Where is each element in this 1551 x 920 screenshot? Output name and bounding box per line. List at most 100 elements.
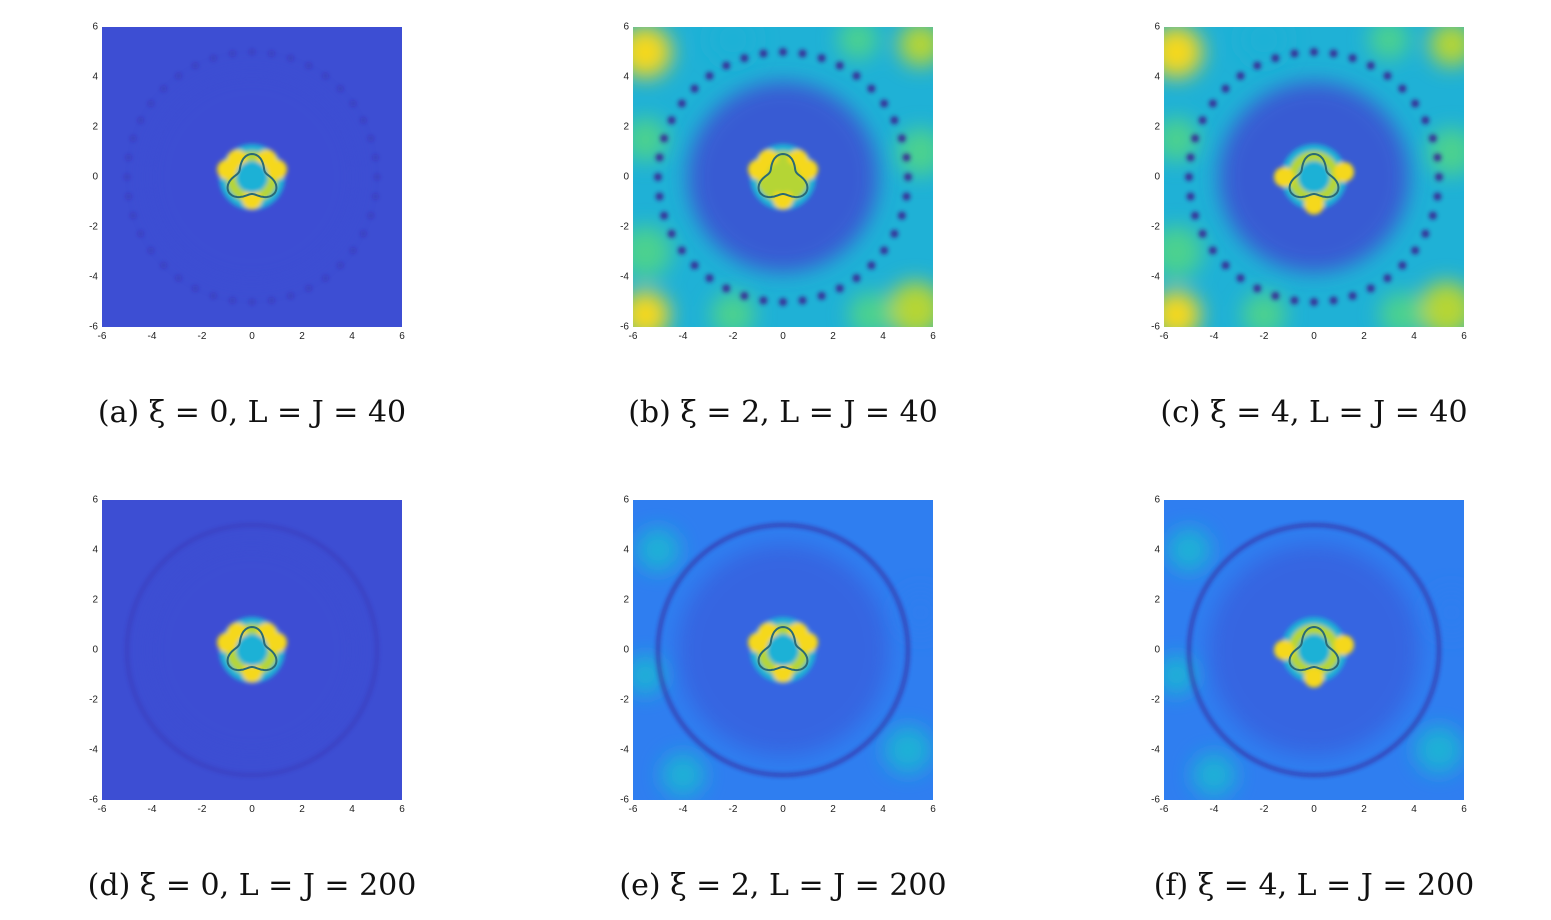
x-tick-label: -2 — [1259, 331, 1269, 342]
y-tick-label: -4 — [1151, 744, 1160, 756]
x-tick-label: 4 — [880, 331, 886, 342]
heatmap-field — [102, 500, 402, 800]
y-tick-label: -4 — [1151, 271, 1160, 283]
x-tick-label: 4 — [1411, 804, 1417, 815]
dot-ring — [654, 48, 912, 306]
y-tick-label: -6 — [1151, 794, 1160, 806]
y-tick-label: -2 — [1151, 221, 1160, 233]
y-axis-ticks: 6 4 2 0 -2 -4 -6 — [1134, 22, 1162, 333]
x-tick-label: 0 — [780, 804, 786, 815]
central-hotspot — [1274, 144, 1354, 215]
heatmap-plot — [633, 500, 933, 800]
x-tick-label: 6 — [1461, 804, 1467, 815]
x-tick-label: 0 — [780, 331, 786, 342]
heatmap-plot — [102, 500, 402, 800]
x-tick-label: 0 — [1311, 331, 1317, 342]
x-axis-ticks: -6 -4 -2 0 2 4 6 — [1160, 804, 1467, 818]
y-tick-label: -4 — [89, 271, 98, 283]
x-tick-label: -4 — [1209, 804, 1219, 815]
x-tick-label: -4 — [147, 804, 157, 815]
y-tick-label: -6 — [1151, 321, 1160, 333]
x-tick-label: 0 — [249, 331, 255, 342]
x-tick-label: -2 — [197, 331, 207, 342]
outer-ring — [1187, 523, 1441, 777]
x-tick-label: 4 — [349, 331, 355, 342]
field-blobs — [633, 528, 933, 797]
obstacle-contour — [226, 152, 278, 199]
y-tick-label: -6 — [89, 794, 98, 806]
x-tick-label: -6 — [628, 331, 638, 342]
y-tick-label: 6 — [623, 21, 629, 33]
y-axis-ticks: 6 4 2 0 -2 -4 -6 — [1134, 495, 1162, 806]
y-tick-label: 0 — [92, 171, 98, 183]
panel-e: 6 4 2 0 -2 -4 -6 -6 -4 -2 0 2 4 6 (e) ξ = 2, L = J =… — [603, 495, 1033, 920]
y-tick-label: 6 — [92, 494, 98, 506]
x-tick-label: -2 — [197, 804, 207, 815]
x-tick-label: -6 — [97, 331, 107, 342]
y-tick-label: -2 — [620, 221, 629, 233]
y-tick-label: 4 — [92, 71, 98, 83]
panel-caption: (a) ξ = 0, L = J = 40 — [97, 395, 407, 430]
y-tick-label: 6 — [1154, 494, 1160, 506]
central-hotspot — [1274, 617, 1354, 688]
x-axis-ticks: -6 -4 -2 0 2 4 6 — [629, 804, 936, 818]
central-hotspot — [748, 144, 818, 210]
y-tick-label: 4 — [92, 544, 98, 556]
x-tick-label: -6 — [1159, 804, 1169, 815]
outer-ring — [656, 523, 910, 777]
y-tick-label: 2 — [92, 594, 98, 606]
x-tick-label: 4 — [1411, 331, 1417, 342]
y-tick-label: 4 — [1154, 544, 1160, 556]
x-axis-ticks: -6 -4 -2 0 2 4 6 — [629, 331, 936, 345]
y-tick-label: -6 — [620, 794, 629, 806]
x-tick-label: -6 — [628, 804, 638, 815]
x-tick-label: 6 — [930, 804, 936, 815]
x-tick-label: -4 — [1209, 331, 1219, 342]
panel-caption: (c) ξ = 4, L = J = 40 — [1160, 395, 1468, 430]
panel-d: 6 4 2 0 -2 -4 -6 -6 -4 -2 0 2 4 6 (d) ξ = 0, L = J =… — [72, 495, 502, 920]
y-tick-label: -4 — [89, 744, 98, 756]
heatmap-field — [1164, 27, 1464, 327]
y-tick-label: 2 — [623, 594, 629, 606]
x-tick-label: -4 — [678, 331, 688, 342]
x-tick-label: -4 — [678, 804, 688, 815]
y-tick-label: 6 — [1154, 21, 1160, 33]
obstacle-contour — [1288, 152, 1340, 199]
x-tick-label: -4 — [147, 331, 157, 342]
y-tick-label: -2 — [89, 221, 98, 233]
x-axis-ticks: -6 -4 -2 0 2 4 6 — [1160, 331, 1467, 345]
y-tick-label: 2 — [1154, 594, 1160, 606]
heatmap-plot — [633, 27, 933, 327]
y-tick-label: 4 — [1154, 71, 1160, 83]
x-tick-label: 0 — [249, 804, 255, 815]
y-axis-ticks: 6 4 2 0 -2 -4 -6 — [72, 22, 100, 333]
outer-ring — [125, 523, 379, 777]
field-blobs — [1164, 528, 1464, 797]
y-tick-label: 4 — [623, 71, 629, 83]
heatmap-field — [633, 27, 933, 327]
heatmap-field — [1164, 500, 1464, 800]
obstacle-contour — [1288, 625, 1340, 672]
x-tick-label: 6 — [399, 331, 405, 342]
panel-caption: (b) ξ = 2, L = J = 40 — [628, 395, 938, 430]
obstacle-contour — [226, 625, 278, 672]
panel-c: 6 4 2 0 -2 -4 -6 -6 -4 -2 0 2 4 6 (c) ξ = 4, L = J =… — [1134, 22, 1551, 447]
y-tick-label: 2 — [1154, 121, 1160, 133]
x-tick-label: 2 — [1361, 331, 1367, 342]
x-tick-label: -2 — [728, 331, 738, 342]
x-tick-label: -2 — [1259, 804, 1269, 815]
y-tick-label: 2 — [623, 121, 629, 133]
x-tick-label: 6 — [930, 331, 936, 342]
y-tick-label: 6 — [92, 21, 98, 33]
obstacle-contour — [757, 152, 809, 199]
x-tick-label: 2 — [830, 331, 836, 342]
x-tick-label: -2 — [728, 804, 738, 815]
dot-ring — [1185, 48, 1443, 306]
y-tick-label: 2 — [92, 121, 98, 133]
panel-caption: (f) ξ = 4, L = J = 200 — [1153, 868, 1475, 903]
central-hotspot — [217, 144, 287, 210]
y-tick-label: 6 — [623, 494, 629, 506]
x-tick-label: 2 — [299, 331, 305, 342]
y-tick-label: -2 — [89, 694, 98, 706]
x-tick-label: 2 — [299, 804, 305, 815]
